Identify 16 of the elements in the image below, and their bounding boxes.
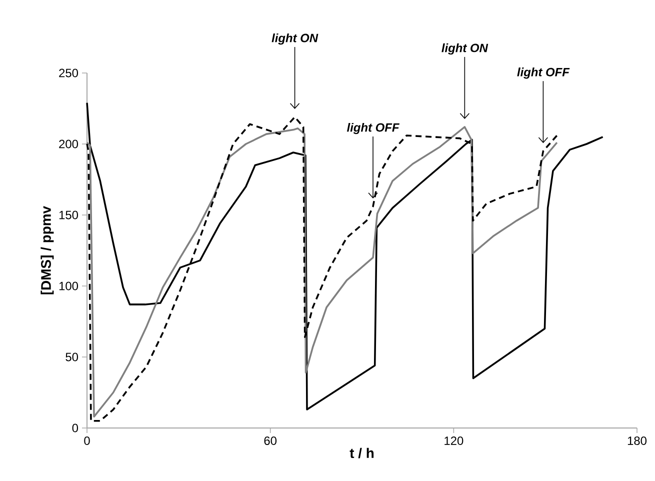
x-tick-label: 60: [264, 436, 277, 445]
y-tick-label: 50: [66, 352, 78, 362]
x-tick-label: 0: [84, 436, 90, 445]
y-axis-title: [DMS] / ppmv: [40, 206, 54, 294]
x-axis-title: t / h: [350, 448, 374, 458]
x-tick-label: 180: [628, 436, 647, 445]
annotation: light ON: [272, 33, 318, 45]
annotation: light OFF: [346, 122, 400, 134]
y-tick-label: 0: [72, 424, 78, 432]
y-tick-label: 100: [59, 282, 78, 290]
annotation: light ON: [442, 43, 488, 55]
y-tick-label: 250: [59, 68, 78, 78]
y-tick-label: 200: [59, 140, 78, 148]
y-tick-label: 150: [59, 210, 78, 220]
x-tick-label: 120: [444, 436, 464, 445]
annotation: light OFF: [517, 68, 570, 79]
